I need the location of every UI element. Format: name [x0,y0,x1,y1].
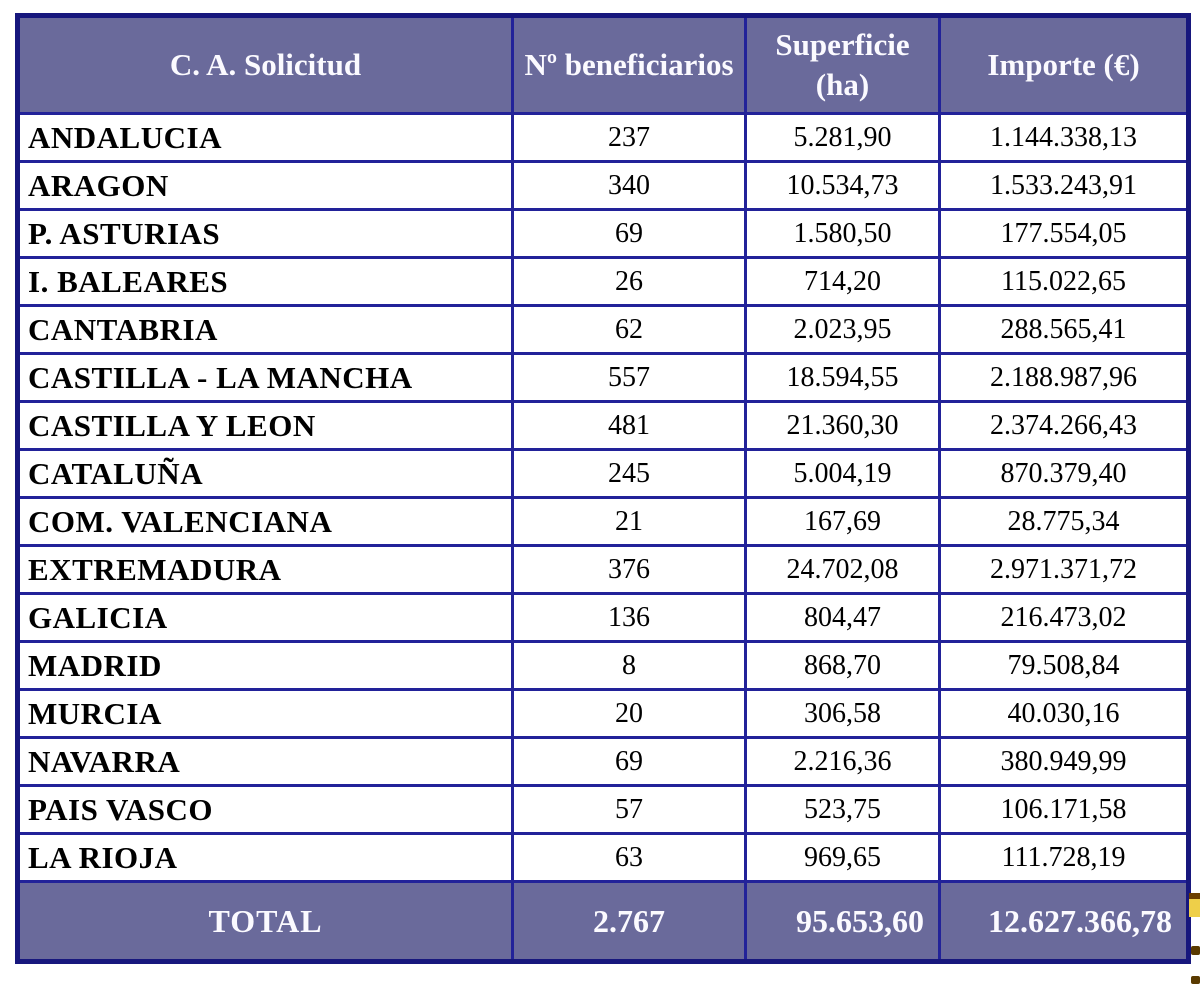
header-row: C. A. Solicitud Nº beneficiarios Superfi… [16,14,1190,115]
beneficiarios-cell: 376 [511,544,747,595]
total-label: TOTAL [16,880,514,963]
table-row: CATALUÑA 245 5.004,19 870.379,40 [16,448,1190,499]
superficie-cell: 5.004,19 [744,448,941,499]
superficie-cell: 969,65 [744,832,941,883]
superficie-cell: 804,47 [744,592,941,643]
table-row: LA RIOJA 63 969,65 111.728,19 [16,832,1190,883]
region-name-cell: CANTABRIA [16,304,514,355]
table-row: GALICIA 136 804,47 216.473,02 [16,592,1190,643]
region-name-cell: CASTILLA - LA MANCHA [16,352,514,403]
region-name-cell: P. ASTURIAS [16,208,514,259]
region-name-cell: NAVARRA [16,736,514,787]
beneficiarios-cell: 136 [511,592,747,643]
table-row: CANTABRIA 62 2.023,95 288.565,41 [16,304,1190,355]
importe-cell: 115.022,65 [938,256,1190,307]
region-name-cell: PAIS VASCO [16,784,514,835]
importe-cell: 2.374.266,43 [938,400,1190,451]
table-row: COM. VALENCIANA 21 167,69 28.775,34 [16,496,1190,547]
table-row: CASTILLA Y LEON 481 21.360,30 2.374.266,… [16,400,1190,451]
beneficiarios-cell: 340 [511,160,747,211]
region-name-cell: LA RIOJA [16,832,514,883]
table-row: PAIS VASCO 57 523,75 106.171,58 [16,784,1190,835]
region-name-cell: MURCIA [16,688,514,739]
importe-cell: 28.775,34 [938,496,1190,547]
importe-cell: 216.473,02 [938,592,1190,643]
beneficiarios-cell: 20 [511,688,747,739]
importe-cell: 1.533.243,91 [938,160,1190,211]
table-body: ANDALUCIA 237 5.281,90 1.144.338,13 ARAG… [16,112,1190,883]
region-name-cell: CATALUÑA [16,448,514,499]
beneficiarios-cell: 557 [511,352,747,403]
beneficiarios-cell: 8 [511,640,747,691]
importe-cell: 288.565,41 [938,304,1190,355]
header-ca-solicitud: C. A. Solicitud [16,14,514,115]
importe-cell: 2.971.371,72 [938,544,1190,595]
importe-cell: 111.728,19 [938,832,1190,883]
superficie-cell: 24.702,08 [744,544,941,595]
superficie-cell: 868,70 [744,640,941,691]
region-name-cell: MADRID [16,640,514,691]
beneficiarios-cell: 245 [511,448,747,499]
table-row: MADRID 8 868,70 79.508,84 [16,640,1190,691]
superficie-cell: 1.580,50 [744,208,941,259]
importe-cell: 106.171,58 [938,784,1190,835]
region-name-cell: ARAGON [16,160,514,211]
superficie-cell: 18.594,55 [744,352,941,403]
superficie-cell: 714,20 [744,256,941,307]
beneficiarios-cell: 481 [511,400,747,451]
region-name-cell: EXTREMADURA [16,544,514,595]
total-beneficiarios: 2.767 [511,880,747,963]
importe-cell: 870.379,40 [938,448,1190,499]
beneficiarios-cell: 69 [511,736,747,787]
table-header: C. A. Solicitud Nº beneficiarios Superfi… [16,14,1190,115]
superficie-cell: 167,69 [744,496,941,547]
table-row: MURCIA 20 306,58 40.030,16 [16,688,1190,739]
total-row: TOTAL 2.767 95.653,60 12.627.366,78 [16,880,1190,963]
superficie-cell: 306,58 [744,688,941,739]
region-name-cell: GALICIA [16,592,514,643]
superficie-cell: 2.023,95 [744,304,941,355]
importe-cell: 79.508,84 [938,640,1190,691]
region-name-cell: CASTILLA Y LEON [16,400,514,451]
region-name-cell: COM. VALENCIANA [16,496,514,547]
importe-cell: 380.949,99 [938,736,1190,787]
table-row: CASTILLA - LA MANCHA 557 18.594,55 2.188… [16,352,1190,403]
table-row: ARAGON 340 10.534,73 1.533.243,91 [16,160,1190,211]
table-row: P. ASTURIAS 69 1.580,50 177.554,05 [16,208,1190,259]
header-superficie: Superficie (ha) [744,14,941,115]
total-superficie: 95.653,60 [744,880,941,963]
header-importe: Importe (€) [938,14,1190,115]
table-row: ANDALUCIA 237 5.281,90 1.144.338,13 [16,112,1190,163]
table-row: I. BALEARES 26 714,20 115.022,65 [16,256,1190,307]
clipped-text-fragment [1191,946,1200,955]
table-row: NAVARRA 69 2.216,36 380.949,99 [16,736,1190,787]
importe-cell: 40.030,16 [938,688,1190,739]
superficie-cell: 21.360,30 [744,400,941,451]
beneficiarios-cell: 26 [511,256,747,307]
superficie-cell: 2.216,36 [744,736,941,787]
table-row: EXTREMADURA 376 24.702,08 2.971.371,72 [16,544,1190,595]
beneficiarios-cell: 57 [511,784,747,835]
beneficiarios-cell: 63 [511,832,747,883]
header-beneficiarios: Nº beneficiarios [511,14,747,115]
clipped-text-fragment [1191,976,1200,984]
beneficiarios-cell: 69 [511,208,747,259]
region-name-cell: ANDALUCIA [16,112,514,163]
table-footer: TOTAL 2.767 95.653,60 12.627.366,78 [16,880,1190,963]
importe-cell: 2.188.987,96 [938,352,1190,403]
beneficiarios-cell: 62 [511,304,747,355]
superficie-cell: 5.281,90 [744,112,941,163]
beneficiaries-table: C. A. Solicitud Nº beneficiarios Superfi… [15,13,1191,964]
region-name-cell: I. BALEARES [16,256,514,307]
superficie-cell: 523,75 [744,784,941,835]
importe-cell: 1.144.338,13 [938,112,1190,163]
importe-cell: 177.554,05 [938,208,1190,259]
superficie-cell: 10.534,73 [744,160,941,211]
beneficiarios-cell: 237 [511,112,747,163]
beneficiarios-cell: 21 [511,496,747,547]
total-importe: 12.627.366,78 [938,880,1190,963]
